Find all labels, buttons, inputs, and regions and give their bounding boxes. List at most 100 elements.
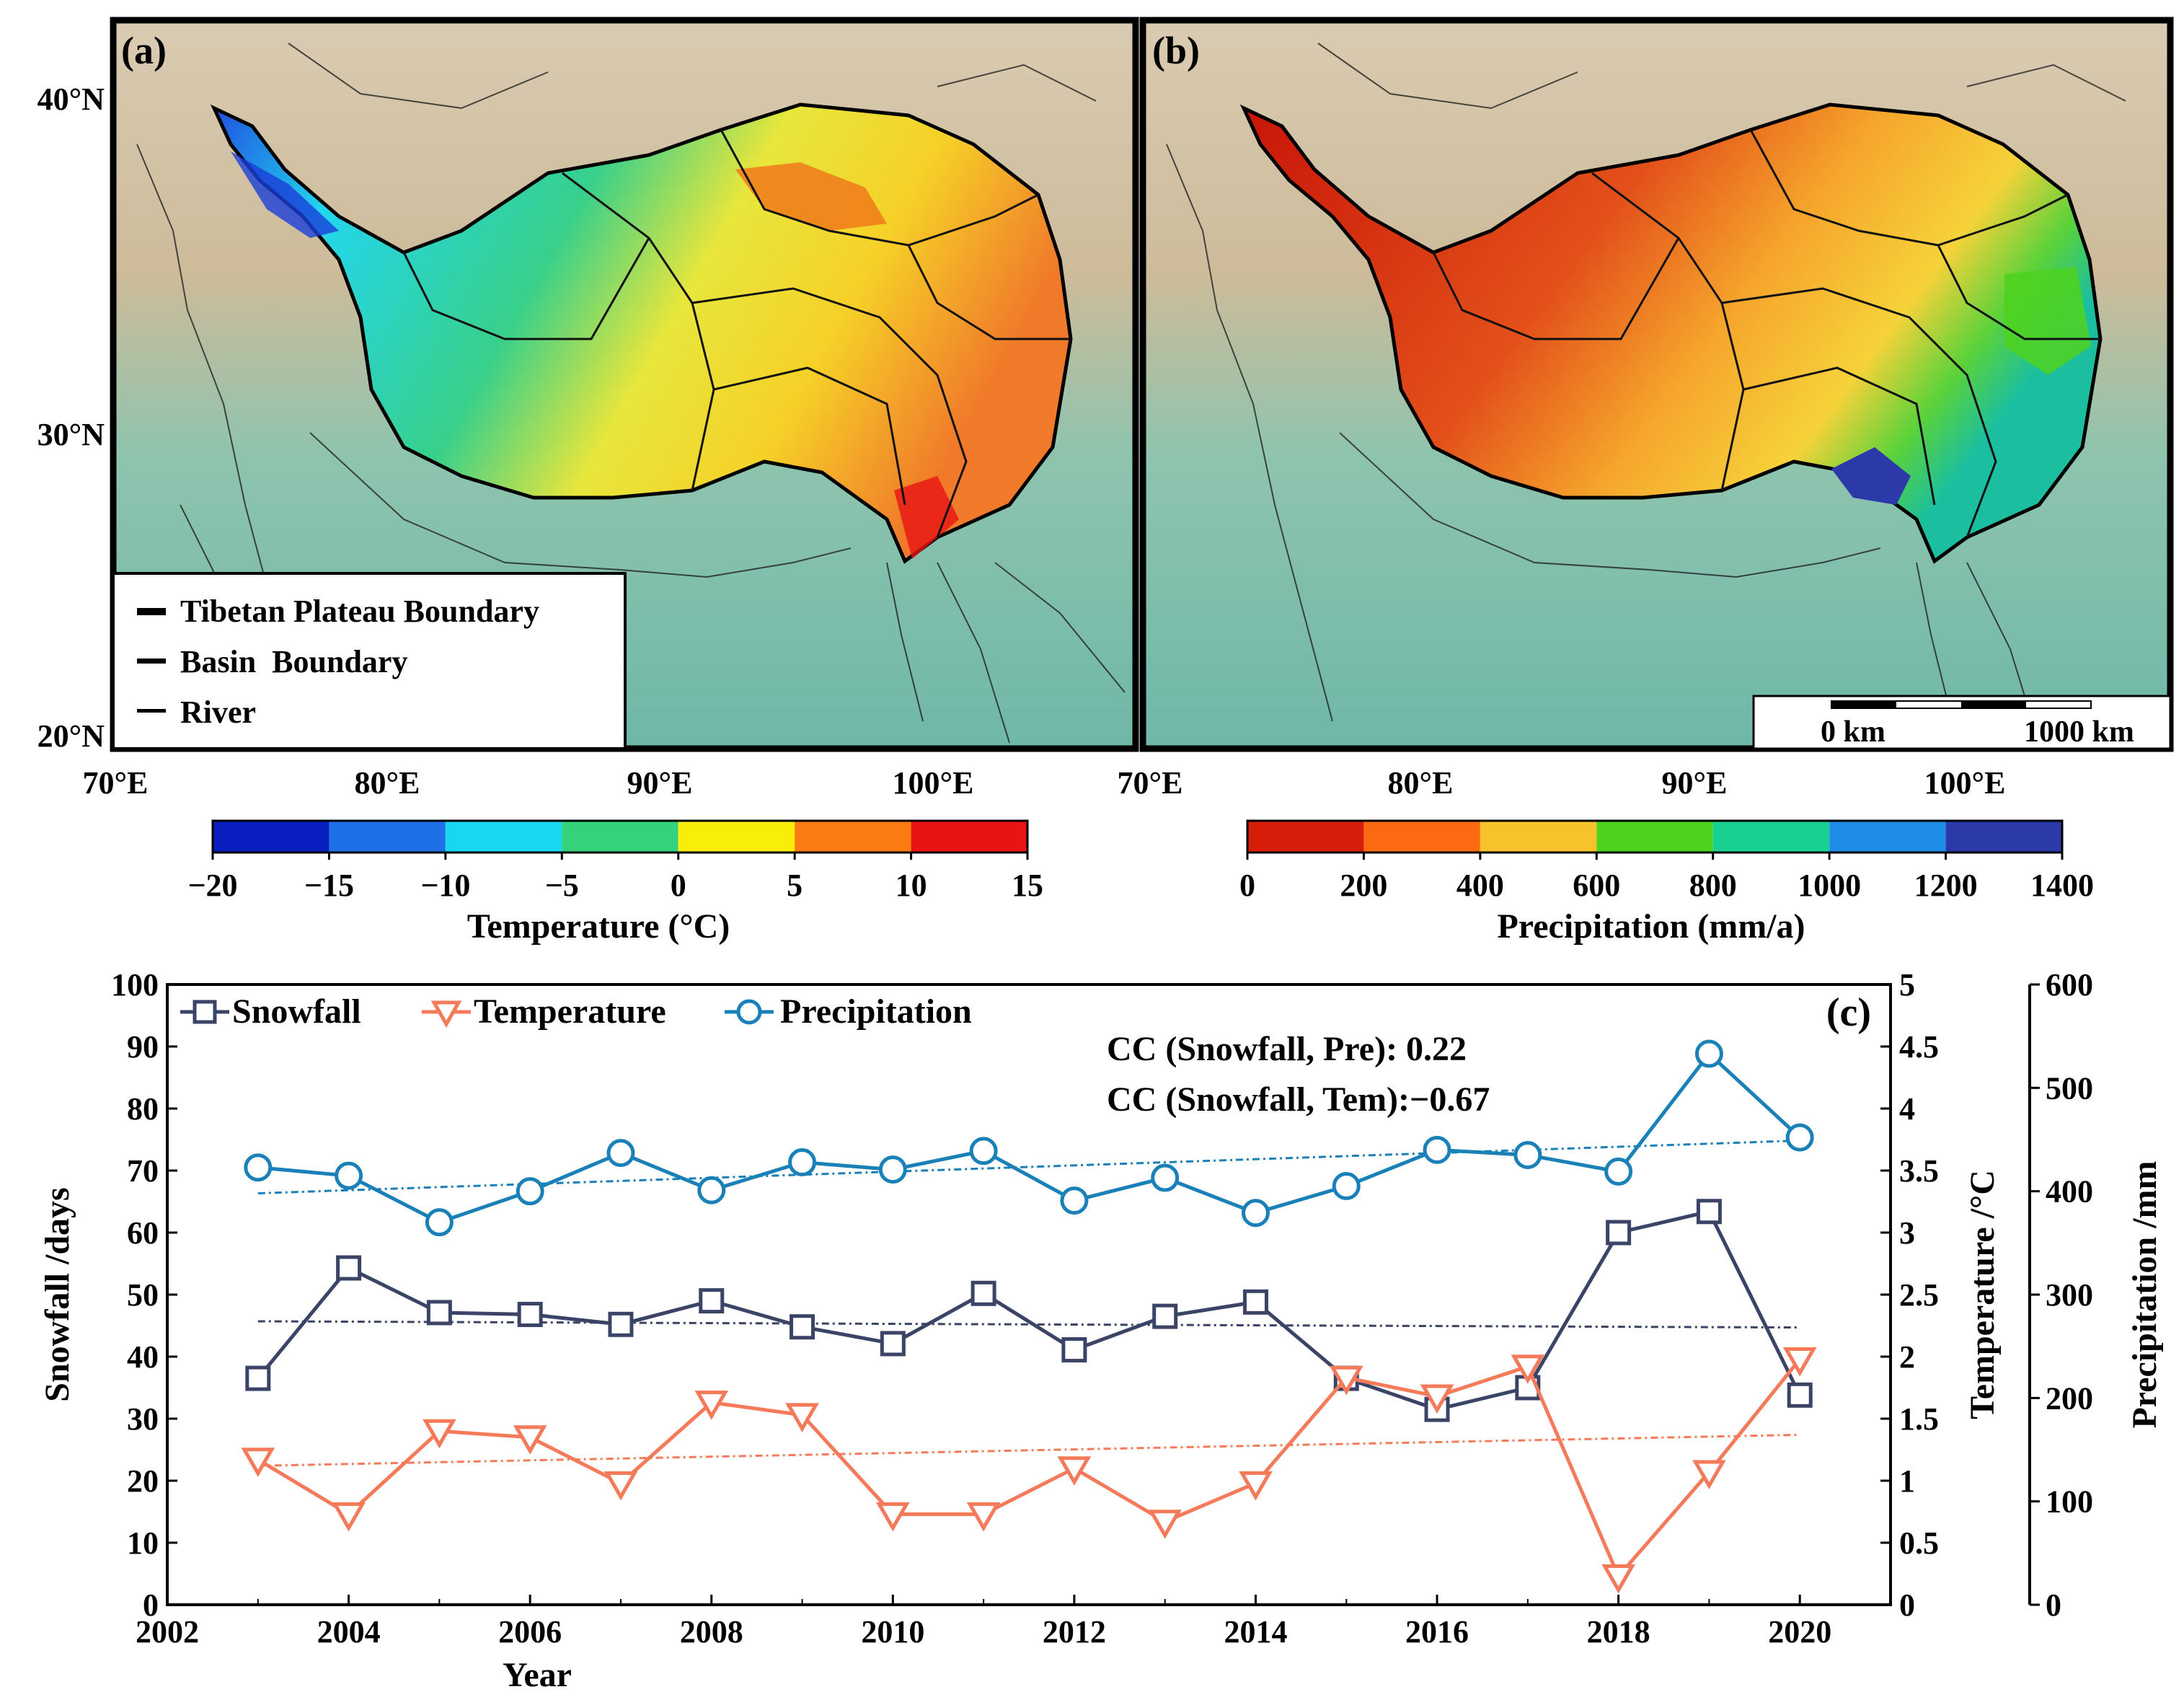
temp-cbar-segment <box>678 821 795 852</box>
lon-label-100-a: 100°E <box>893 765 974 801</box>
panel-a-legend: Tibetan Plateau Boundary Basin Boundary … <box>112 572 627 750</box>
basin-boundaries <box>402 129 1071 538</box>
scale-bar-seg-1 <box>1831 701 1896 708</box>
legend-box <box>112 572 627 750</box>
pre-cbar-tick-label: 800 <box>1689 868 1737 903</box>
temp-cbar-tick-label: −10 <box>420 868 470 903</box>
pre-cbar-tick-label: 600 <box>1573 868 1620 903</box>
precipitation-point <box>1151 1163 1180 1192</box>
panel-a-map: (a) Tibetan Plateau Boundary Basin Bound… <box>37 17 1139 801</box>
temp-cbar-outline <box>211 819 1029 854</box>
precipitation-point <box>516 1177 544 1206</box>
precipitation-colorbar: 0 200 400 600 800 1000 1200 1400 <box>1239 819 2094 903</box>
y-left-tick-label: 40 <box>127 1339 159 1375</box>
plot-frame <box>166 983 1892 1606</box>
temperature-point <box>1420 1384 1454 1414</box>
x-tick-label: 2008 <box>680 1614 743 1649</box>
legend-swatch-river <box>137 709 166 713</box>
panel-a-lat-labels: 40°N 30°N 20°N <box>37 81 105 754</box>
x-tick-label: 2004 <box>317 1614 381 1649</box>
precipitation-point <box>335 1161 363 1190</box>
y-right1-tick-label: 2 <box>1899 1339 1915 1375</box>
x-tick-label: 2006 <box>498 1614 562 1649</box>
temperature-point <box>1692 1460 1726 1489</box>
temperature-point <box>966 1502 1001 1532</box>
lat-label-30: 30°N <box>37 417 105 452</box>
wet-south-patch <box>1831 447 1911 505</box>
snowfall-point <box>1606 1220 1632 1246</box>
pre-cbar-segment <box>1829 821 1946 852</box>
precipitation-point <box>1423 1135 1451 1164</box>
pre-cbar-segment <box>1945 821 2062 852</box>
lon-label-100-b: 100°E <box>1924 765 2006 801</box>
chart-legend: Snowfall Temperature Precipitation <box>180 992 972 1031</box>
annotation-cc-tem: CC (Snowfall, Tem):−0.67 <box>1107 1080 1490 1119</box>
x-tick-label: 2014 <box>1224 1614 1287 1649</box>
y-left-tick-label: 30 <box>127 1401 159 1437</box>
temp-cbar-tick-label: 15 <box>1012 868 1043 903</box>
y-left-tick-label: 90 <box>127 1029 159 1065</box>
y-right1-tick-label: 4.5 <box>1899 1029 1939 1065</box>
warm-south-patch <box>894 476 959 559</box>
lon-label-80-b: 80°E <box>1388 765 1454 801</box>
panel-a-label: (a) <box>121 29 167 72</box>
x-tick-label: 2010 <box>861 1614 924 1649</box>
pre-cbar-segment <box>1596 821 1713 852</box>
y-right1-tick-label: 0 <box>1899 1587 1915 1623</box>
precipitation-point <box>969 1137 998 1166</box>
y-right2-tick-label: 500 <box>2046 1070 2093 1106</box>
snowfall-point <box>1061 1337 1087 1363</box>
snowfall-point <box>699 1288 725 1314</box>
temp-cbar-tick-label: −5 <box>545 868 579 903</box>
y-left-tick-label: 50 <box>127 1277 159 1313</box>
lat-label-20: 20°N <box>37 718 105 754</box>
scale-bar-left-label: 0 km <box>1821 715 1885 749</box>
y-right1-tick-label: 2.5 <box>1899 1277 1939 1313</box>
y-right1-tick-label: 1 <box>1899 1463 1915 1499</box>
annotation-cc-pre: CC (Snowfall, Pre): 0.22 <box>1107 1030 1467 1068</box>
temp-cbar-segment <box>329 821 446 852</box>
y-left-tick-label: 80 <box>127 1091 159 1127</box>
series-line-precipitation <box>257 1051 1801 1225</box>
temperature-point <box>1148 1510 1182 1539</box>
temperature-point <box>875 1502 910 1532</box>
temp-cbar-segment <box>213 821 330 852</box>
temperature-point <box>423 1419 456 1449</box>
y-right1-axis-title: Temperature /°C <box>1963 1170 2002 1419</box>
panel-b-frame <box>1139 17 2174 752</box>
temp-cbar-segment <box>911 821 1027 852</box>
series-line-temperature <box>257 1357 1802 1580</box>
y-left-tick-label: 20 <box>127 1463 159 1499</box>
temperature-point <box>1782 1347 1817 1377</box>
scale-bar: 0 km 1000 km <box>1752 695 2172 750</box>
precipitation-point <box>425 1208 454 1237</box>
pre-cbar-tick-label: 400 <box>1456 868 1504 903</box>
temperature-point <box>241 1448 275 1477</box>
temp-cbar-tick-label: 0 <box>671 868 686 903</box>
y-left-tick-label: 10 <box>127 1525 159 1561</box>
x-tick-label: 2012 <box>1043 1614 1106 1649</box>
y-left-tick-label: 100 <box>111 967 159 1003</box>
lon-label-90-b: 90°E <box>1662 765 1728 801</box>
precipitation-point <box>1332 1172 1361 1200</box>
pre-cbar-tick-label: 1200 <box>1914 868 1978 903</box>
temperature-point <box>785 1403 819 1432</box>
precipitation-point <box>788 1148 817 1177</box>
y-left-axis-title: Snowfall /days <box>38 1187 76 1401</box>
precipitation-point <box>1513 1141 1542 1169</box>
pre-cbar-outline <box>1246 819 2064 854</box>
legend-label-basin: Basin Boundary <box>180 644 407 679</box>
panel-b-map: (b) 0 km 1000 km 70°E 80°E 90°E 100°E <box>1118 17 2174 801</box>
cold-west-patch <box>231 151 339 238</box>
snowfall-point <box>517 1302 543 1328</box>
pre-cbar-segment <box>1247 821 1364 852</box>
y-right1-tick-label: 3 <box>1899 1215 1915 1251</box>
pre-cbar-tick-label: 200 <box>1340 868 1387 903</box>
precipitation-point <box>1241 1199 1270 1228</box>
lat-label-40: 40°N <box>37 81 105 117</box>
y-right2-tick-label: 300 <box>2046 1277 2093 1313</box>
y-left-tick-label: 60 <box>127 1215 159 1251</box>
snowfall-point <box>336 1255 362 1281</box>
x-tick-label: 2016 <box>1405 1614 1469 1649</box>
